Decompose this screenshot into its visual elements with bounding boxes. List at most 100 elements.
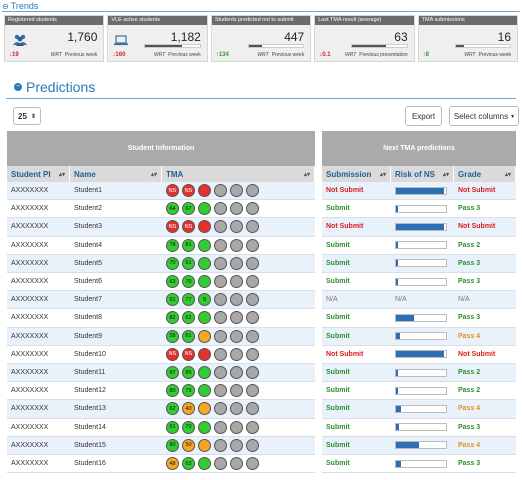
tma-score-badge[interactable]: NS [166, 184, 179, 198]
tma-score-badge[interactable]: 70 [182, 420, 195, 434]
tma-score-badge[interactable] [230, 275, 243, 289]
sort-icon[interactable]: ▴▾ [303, 171, 310, 178]
tma-score-badge[interactable]: 81 [182, 238, 195, 252]
table-row[interactable]: AXXXXXXX Student14 61 70 Submit Pass 3 [0, 418, 522, 437]
trends-header[interactable]: ⊖ Trends [2, 0, 38, 12]
table-row[interactable]: AXXXXXXX Student1 NS NS Not Submit Not Submit [0, 182, 522, 201]
tma-score-badge[interactable]: 48 [166, 457, 179, 471]
tma-score-badge[interactable]: NS [166, 347, 179, 361]
tma-score-badge[interactable] [230, 329, 243, 343]
tma-score-badge[interactable] [230, 438, 243, 452]
tma-score-badge[interactable] [214, 347, 227, 361]
tma-score-badge[interactable]: 91 [166, 293, 179, 307]
tma-score-badge[interactable] [246, 329, 259, 343]
tma-score-badge[interactable] [214, 457, 227, 471]
tma-score-badge[interactable] [230, 184, 243, 198]
tma-score-badge[interactable] [198, 384, 211, 398]
tma-score-badge[interactable] [230, 402, 243, 416]
table-row[interactable]: AXXXXXXX Student4 78 81 Submit Pass 2 [0, 236, 522, 255]
tma-score-badge[interactable]: 78 [166, 238, 179, 252]
page-size-select[interactable]: 25 ⇕ [13, 107, 41, 125]
tma-score-badge[interactable] [246, 438, 259, 452]
tma-score-badge[interactable] [198, 457, 211, 471]
tma-score-badge[interactable] [246, 347, 259, 361]
tma-score-badge[interactable] [198, 238, 211, 252]
tma-score-badge[interactable] [214, 293, 227, 307]
tma-score-badge[interactable] [246, 238, 259, 252]
tma-score-badge[interactable]: 70 [166, 256, 179, 270]
table-row[interactable]: AXXXXXXX Student7 91 77 S N/A N/A N/A [0, 291, 522, 310]
tma-score-badge[interactable] [230, 420, 243, 434]
tma-score-badge[interactable] [246, 184, 259, 198]
tma-score-badge[interactable] [246, 220, 259, 234]
column-header-name[interactable]: Name ▴▾ [70, 166, 162, 182]
tma-score-badge[interactable] [198, 402, 211, 416]
tma-score-badge[interactable] [230, 457, 243, 471]
export-button[interactable]: Export [405, 106, 442, 126]
sort-icon[interactable]: ▴▾ [58, 171, 65, 178]
column-header-risk-of-ns[interactable]: Risk of NS ▴▾ [391, 166, 454, 182]
tma-score-badge[interactable] [198, 220, 211, 234]
tma-score-badge[interactable]: 73 [182, 384, 195, 398]
tma-score-badge[interactable] [214, 402, 227, 416]
tma-score-badge[interactable] [198, 329, 211, 343]
tma-score-badge[interactable] [214, 329, 227, 343]
tma-score-badge[interactable]: 64 [166, 202, 179, 216]
tma-score-badge[interactable] [214, 366, 227, 380]
tma-score-badge[interactable]: 50 [182, 438, 195, 452]
tma-score-badge[interactable] [230, 202, 243, 216]
tma-score-badge[interactable] [246, 275, 259, 289]
tma-score-badge[interactable] [214, 420, 227, 434]
tma-score-badge[interactable]: 87 [166, 366, 179, 380]
tma-score-badge[interactable] [246, 202, 259, 216]
tma-score-badge[interactable] [246, 256, 259, 270]
tma-score-badge[interactable] [198, 420, 211, 434]
tma-score-badge[interactable] [230, 311, 243, 325]
table-row[interactable]: AXXXXXXX Student16 48 63 Submit Pass 3 [0, 455, 522, 474]
sort-icon[interactable]: ▴▾ [150, 171, 157, 178]
collapse-toggle-icon[interactable]: ⊖ [2, 1, 9, 11]
table-row[interactable]: AXXXXXXX Student6 63 70 Submit Pass 3 [0, 273, 522, 292]
table-row[interactable]: AXXXXXXX Student10 NS NS Not Submit Not Submi… [0, 345, 522, 364]
table-row[interactable]: AXXXXXXX Student8 82 62 Submit Pass 3 [0, 309, 522, 328]
tma-score-badge[interactable] [246, 402, 259, 416]
table-row[interactable]: AXXXXXXX Student3 NS NS Not Submit Not Submit [0, 218, 522, 237]
tma-score-badge[interactable]: S [198, 293, 211, 307]
table-row[interactable]: AXXXXXXX Student9 58 61 Submit Pass 4 [0, 327, 522, 346]
tma-score-badge[interactable] [214, 384, 227, 398]
tma-score-badge[interactable] [198, 347, 211, 361]
tma-score-badge[interactable] [246, 293, 259, 307]
tma-score-badge[interactable] [230, 220, 243, 234]
tma-score-badge[interactable] [230, 256, 243, 270]
sort-icon[interactable]: ▴▾ [504, 171, 511, 178]
column-header-tma[interactable]: TMA ▴▾ [162, 166, 315, 182]
tma-score-badge[interactable] [214, 256, 227, 270]
tma-score-badge[interactable] [214, 438, 227, 452]
tma-score-badge[interactable] [230, 347, 243, 361]
tma-score-badge[interactable] [214, 202, 227, 216]
tma-score-badge[interactable] [230, 293, 243, 307]
tma-score-badge[interactable]: 62 [182, 311, 195, 325]
tma-score-badge[interactable] [198, 184, 211, 198]
tma-score-badge[interactable] [198, 256, 211, 270]
tma-score-badge[interactable]: 62 [166, 402, 179, 416]
tma-score-badge[interactable] [214, 275, 227, 289]
tma-score-badge[interactable]: NS [182, 220, 195, 234]
tma-score-badge[interactable] [246, 384, 259, 398]
tma-score-badge[interactable]: NS [166, 220, 179, 234]
tma-score-badge[interactable] [214, 220, 227, 234]
collapse-toggle-icon[interactable]: − [14, 83, 22, 91]
tma-score-badge[interactable]: NS [182, 184, 195, 198]
tma-score-badge[interactable]: 61 [182, 329, 195, 343]
tma-score-badge[interactable]: 80 [166, 384, 179, 398]
tma-score-badge[interactable]: 58 [166, 329, 179, 343]
tma-score-badge[interactable] [230, 366, 243, 380]
tma-score-badge[interactable]: 67 [182, 202, 195, 216]
table-row[interactable]: AXXXXXXX Student2 64 67 Submit Pass 3 [0, 200, 522, 219]
tma-score-badge[interactable] [214, 311, 227, 325]
tma-score-badge[interactable] [198, 275, 211, 289]
tma-score-badge[interactable] [246, 366, 259, 380]
table-row[interactable]: AXXXXXXX Student12 80 73 Submit Pass 2 [0, 382, 522, 401]
tma-score-badge[interactable] [198, 366, 211, 380]
column-header-student-pi[interactable]: Student PI ▴▾ [7, 166, 70, 182]
